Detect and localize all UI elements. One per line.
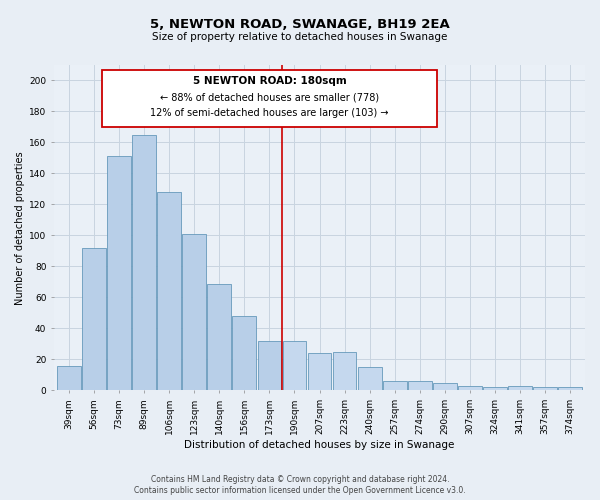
Bar	[182, 234, 206, 390]
Bar	[107, 156, 131, 390]
Bar	[157, 192, 181, 390]
Bar	[408, 381, 431, 390]
Bar	[82, 248, 106, 390]
Text: Contains HM Land Registry data © Crown copyright and database right 2024.: Contains HM Land Registry data © Crown c…	[151, 475, 449, 484]
Bar	[208, 284, 231, 391]
Text: 5 NEWTON ROAD: 180sqm: 5 NEWTON ROAD: 180sqm	[193, 76, 346, 86]
Bar	[558, 388, 582, 390]
FancyBboxPatch shape	[101, 70, 437, 127]
Bar	[133, 134, 156, 390]
Bar	[232, 316, 256, 390]
Text: Size of property relative to detached houses in Swanage: Size of property relative to detached ho…	[152, 32, 448, 42]
Bar	[57, 366, 81, 390]
Bar	[383, 381, 407, 390]
Text: ← 88% of detached houses are smaller (778): ← 88% of detached houses are smaller (77…	[160, 93, 379, 103]
Text: Contains public sector information licensed under the Open Government Licence v3: Contains public sector information licen…	[134, 486, 466, 495]
Y-axis label: Number of detached properties: Number of detached properties	[15, 151, 25, 304]
X-axis label: Distribution of detached houses by size in Swanage: Distribution of detached houses by size …	[184, 440, 455, 450]
Bar	[458, 386, 482, 390]
Bar	[533, 388, 557, 390]
Bar	[332, 352, 356, 391]
Text: 5, NEWTON ROAD, SWANAGE, BH19 2EA: 5, NEWTON ROAD, SWANAGE, BH19 2EA	[150, 18, 450, 30]
Bar	[283, 341, 307, 390]
Bar	[433, 382, 457, 390]
Bar	[508, 386, 532, 390]
Bar	[257, 341, 281, 390]
Text: 12% of semi-detached houses are larger (103) →: 12% of semi-detached houses are larger (…	[150, 108, 389, 118]
Bar	[483, 388, 507, 390]
Bar	[358, 367, 382, 390]
Bar	[308, 353, 331, 391]
